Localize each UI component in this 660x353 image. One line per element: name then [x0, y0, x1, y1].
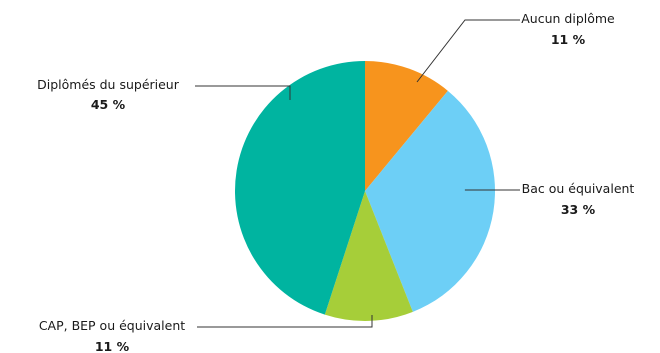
leader-line-4 — [195, 85, 291, 100]
leader-lines — [195, 19, 520, 328]
pie-slice-1 — [365, 61, 448, 191]
slice-value-4: 45 % — [91, 97, 126, 112]
slice-labels: Aucun diplôme 11 % Bac ou équivalent 33 % CA… — [37, 11, 634, 353]
slice-label-4: Diplômés du supérieur — [37, 77, 180, 92]
slice-value-1: 11 % — [551, 32, 586, 47]
pie-slices — [235, 61, 495, 322]
slice-label-2: Bac ou équivalent — [522, 181, 635, 196]
leader-line-3 — [197, 315, 373, 328]
slice-label-3: CAP, BEP ou équivalent — [39, 318, 185, 333]
pie-slice-2 — [365, 90, 495, 312]
pie-slice-3 — [324, 191, 413, 322]
slice-value-2: 33 % — [561, 202, 596, 217]
pie-slice-4 — [235, 61, 365, 315]
slice-label-1: Aucun diplôme — [521, 11, 615, 26]
leader-line-1 — [416, 19, 520, 83]
slice-value-3: 11 % — [95, 339, 130, 353]
